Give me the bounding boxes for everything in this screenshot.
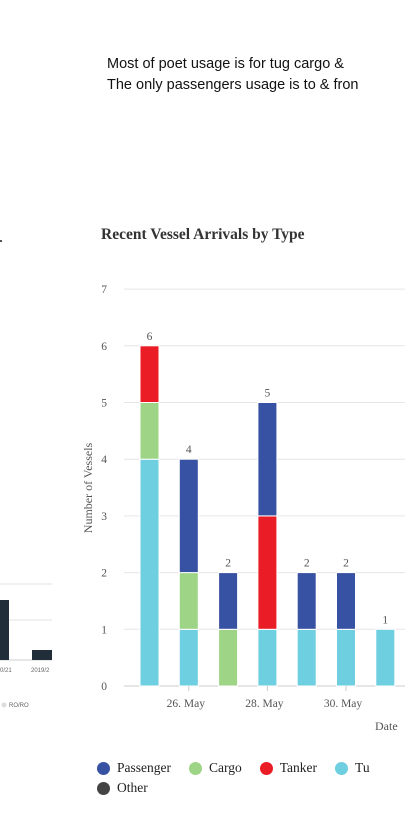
bar-segment-tug xyxy=(375,628,396,687)
x-tick-label: 30. May xyxy=(324,698,363,710)
legend-item-other[interactable]: Other xyxy=(97,780,148,796)
y-axis-label: Number of Vessels xyxy=(81,442,95,533)
intro-text: Most of poet usage is for tug cargo & Th… xyxy=(107,54,358,96)
legend-item-tanker[interactable]: Tanker xyxy=(259,760,318,776)
bar-segment-passenger xyxy=(296,572,317,630)
bar-segment-tug xyxy=(257,628,278,687)
bar-total-label: 2 xyxy=(343,558,349,570)
legend-label: Cargo xyxy=(209,760,242,775)
fragment-tick-label: 2019/2 xyxy=(31,668,50,674)
legend-item-cargo[interactable]: Cargo xyxy=(189,760,242,776)
bar-segment-cargo xyxy=(178,572,199,630)
legend-item-passenger[interactable]: Passenger xyxy=(97,760,171,776)
y-tick-label: 0 xyxy=(101,681,107,693)
bar-segment-tug xyxy=(139,458,160,687)
fragment-tick-label: 0/21 xyxy=(0,668,12,674)
intro-line-1: Most of poet usage is for tug cargo & xyxy=(107,56,344,72)
bar-segment-tanker xyxy=(257,515,278,630)
bar-segment-passenger xyxy=(178,458,199,574)
bar-segment-passenger xyxy=(257,402,278,517)
legend-label: Passenger xyxy=(117,760,171,775)
legend-label: Tu xyxy=(355,760,370,775)
bar-segment-passenger xyxy=(218,572,239,630)
x-axis-label: Date xyxy=(375,719,398,733)
y-tick-label: 5 xyxy=(101,398,107,410)
bar-total-label: 2 xyxy=(304,558,310,570)
intro-line-2: The only passengers usage is to & fron xyxy=(107,77,359,93)
fragment-legend-dot xyxy=(1,702,7,708)
y-tick-label: 6 xyxy=(101,341,107,353)
legend-item-tu[interactable]: Tu xyxy=(335,760,370,776)
bar-segment-tug xyxy=(178,628,199,687)
fragment-mark xyxy=(0,240,2,242)
chart-title: Recent Vessel Arrivals by Type xyxy=(101,226,305,243)
bar-segment-tanker xyxy=(139,345,160,403)
legend-row: Passenger Cargo Tanker Tu xyxy=(97,758,388,778)
legend-dot-icon xyxy=(97,781,110,795)
plot-area: 0 1 2 3 4 5 6 7 6 4 2 5 2 2 1 26. May 28. May 30. May xyxy=(101,284,405,710)
legend-dot-icon xyxy=(97,761,110,775)
bar-total-label: 2 xyxy=(225,558,231,570)
left-chart-fragment: 0/21 2019/2 RO/RO xyxy=(0,240,52,709)
fragment-legend-label: RO/RO xyxy=(9,703,29,709)
bar-segment-passenger xyxy=(336,572,356,630)
x-tick-label: 28. May xyxy=(245,698,284,710)
y-tick-label: 7 xyxy=(101,284,107,296)
x-tick-label: 26. May xyxy=(167,698,206,710)
bar-total-label: 5 xyxy=(265,388,271,400)
y-tick-label: 3 xyxy=(101,511,107,523)
bar-segment-tug xyxy=(336,628,356,687)
y-tick-label: 4 xyxy=(101,454,107,466)
y-tick-label: 2 xyxy=(101,568,107,580)
fragment-bar xyxy=(32,650,52,660)
y-tick-label: 1 xyxy=(101,624,107,636)
bar-total-label: 1 xyxy=(382,614,388,626)
legend-label: Other xyxy=(117,780,148,795)
bar-total-label: 4 xyxy=(186,444,192,456)
legend: Passenger Cargo Tanker Tu Other xyxy=(97,758,388,798)
legend-label: Tanker xyxy=(279,760,318,775)
legend-dot-icon xyxy=(335,761,349,775)
fragment-bar xyxy=(0,600,9,660)
legend-row: Other xyxy=(97,778,388,798)
bar-segment-cargo xyxy=(218,628,239,687)
bar-segment-tug xyxy=(296,628,317,687)
legend-dot-icon xyxy=(189,761,202,775)
bar-total-label: 6 xyxy=(147,331,153,343)
bar-segment-cargo xyxy=(139,402,160,460)
legend-dot-icon xyxy=(259,761,273,775)
